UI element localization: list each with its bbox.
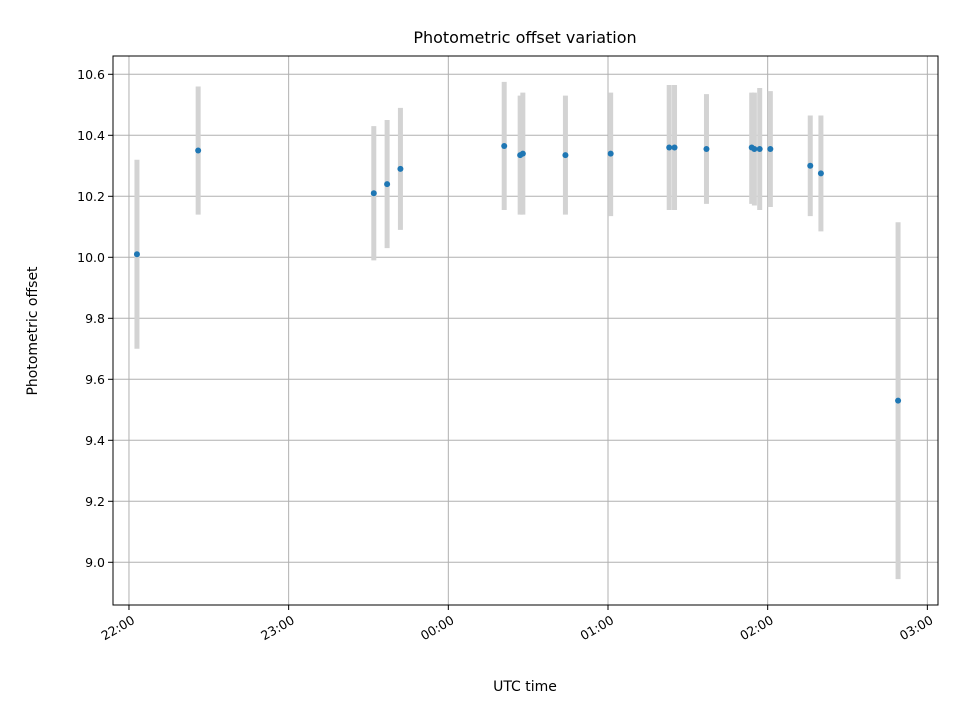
y-tick-label: 9.4 <box>85 433 105 448</box>
data-point <box>384 181 391 188</box>
y-tick-label: 10.6 <box>77 67 105 82</box>
x-tick-label: 03:00 <box>897 612 936 643</box>
data-point <box>133 251 140 258</box>
data-point <box>666 144 673 151</box>
x-axis-ticks: 22:00 23:00 00:00 01:00 02:00 03:00 <box>98 605 936 643</box>
y-tick-label: 9.0 <box>85 555 105 570</box>
data-point <box>817 170 824 177</box>
data-point <box>703 146 710 153</box>
x-tick-label: 00:00 <box>418 612 457 643</box>
data-point <box>671 144 678 151</box>
y-tick-label: 10.0 <box>77 250 105 265</box>
x-axis-label: UTC time <box>493 679 557 695</box>
y-axis-label: Photometric offset <box>25 266 41 396</box>
plot-frame <box>112 55 939 606</box>
data-points <box>133 142 902 404</box>
y-tick-label: 10.2 <box>77 189 105 204</box>
chart-title: Photometric offset variation <box>413 28 636 47</box>
data-point <box>895 397 902 404</box>
data-point <box>807 162 814 169</box>
grid-lines <box>113 56 938 605</box>
y-tick-label: 9.6 <box>85 372 105 387</box>
x-tick-label: 01:00 <box>578 612 617 643</box>
data-point <box>397 165 404 172</box>
data-point <box>607 150 614 157</box>
data-point <box>751 146 758 153</box>
data-point <box>501 142 508 149</box>
data-point <box>756 146 763 153</box>
y-axis-ticks: 9.0 9.2 9.4 9.6 9.8 10.0 10.2 10.4 10.6 <box>77 67 113 570</box>
x-tick-label: 23:00 <box>258 612 297 643</box>
x-tick-label: 02:00 <box>737 612 776 643</box>
y-tick-label: 10.4 <box>77 128 105 143</box>
data-point <box>519 150 526 157</box>
data-point <box>370 190 377 197</box>
data-point <box>767 146 774 153</box>
data-point <box>195 147 202 154</box>
y-tick-label: 9.8 <box>85 311 105 326</box>
y-tick-label: 9.2 <box>85 494 105 509</box>
x-tick-label: 22:00 <box>98 612 137 643</box>
data-point <box>562 152 569 159</box>
